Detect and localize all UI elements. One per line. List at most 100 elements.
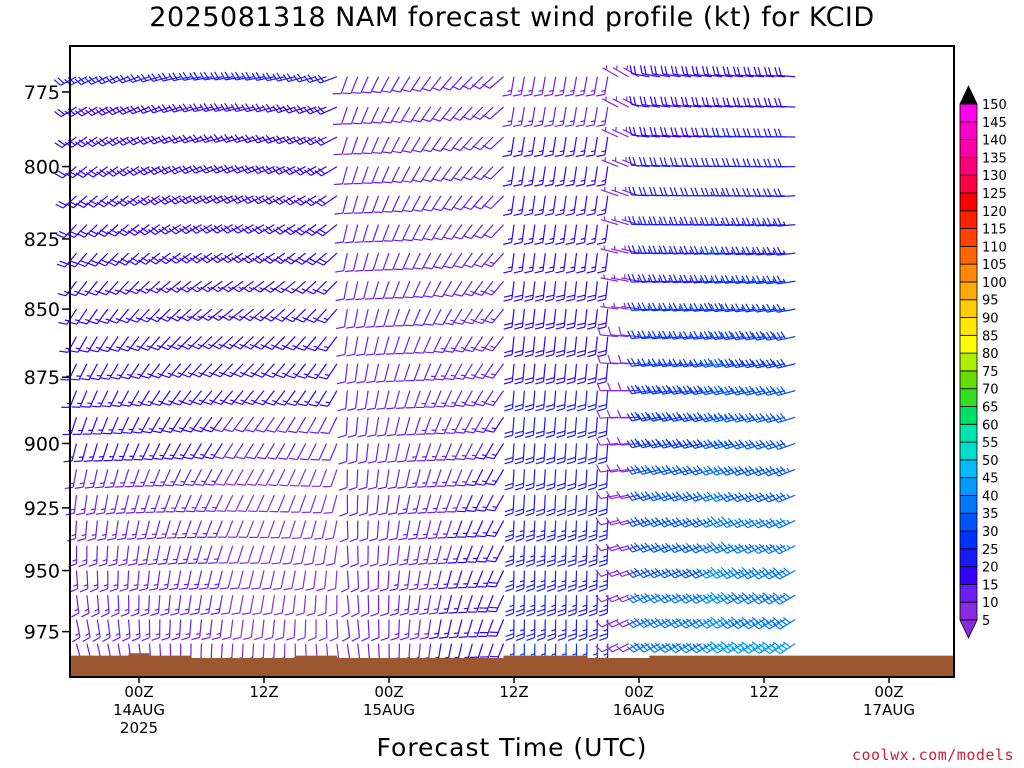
wind-barb-feather bbox=[443, 294, 453, 298]
wind-barb-feather bbox=[720, 520, 727, 528]
wind-barb-feather bbox=[515, 563, 524, 567]
wind-barb-feather bbox=[684, 127, 689, 137]
wind-barb-feather bbox=[504, 482, 514, 487]
wind-barb-shaft bbox=[621, 569, 640, 578]
wind-barb-shaft bbox=[430, 195, 442, 212]
wind-barb-feather bbox=[121, 636, 131, 642]
wind-barb-half-feather bbox=[540, 529, 545, 533]
wind-barb-half-feather bbox=[658, 220, 661, 225]
wind-barb-feather bbox=[482, 144, 491, 150]
wind-barb-feather bbox=[317, 347, 327, 352]
wind-barb-feather bbox=[744, 413, 752, 422]
wind-barb-feather bbox=[556, 349, 565, 354]
wind-barb-feather bbox=[89, 199, 98, 206]
wind-barb-feather bbox=[735, 275, 741, 284]
wind-barb-shaft bbox=[152, 469, 161, 487]
wind-barb-feather bbox=[657, 571, 665, 579]
wind-barb-feather bbox=[732, 127, 737, 137]
wind-barb-shaft bbox=[474, 469, 484, 486]
wind-barb-half-feather bbox=[603, 274, 606, 279]
wind-barb-shaft bbox=[445, 520, 453, 538]
credit-link[interactable]: coolwx.com/models bbox=[851, 746, 1014, 764]
wind-barb-feather bbox=[126, 107, 134, 115]
wind-barb-shaft bbox=[777, 105, 796, 108]
wind-barb-feather bbox=[546, 404, 555, 408]
wind-barb-feather bbox=[599, 636, 608, 641]
wind-barb-half-feather bbox=[772, 250, 776, 255]
wind-barb-feather bbox=[292, 537, 301, 540]
wind-barb-feather bbox=[368, 512, 377, 516]
wind-barb-feather bbox=[661, 412, 668, 421]
wind-barb-shaft bbox=[300, 520, 307, 538]
wind-barb-shaft bbox=[532, 309, 536, 328]
wind-barb-feather bbox=[414, 324, 424, 326]
wind-barb-feather bbox=[720, 494, 727, 502]
wind-barb-feather bbox=[416, 486, 426, 488]
wind-barb-feather bbox=[140, 105, 148, 113]
wind-barb-feather bbox=[597, 353, 607, 358]
wind-barb-feather bbox=[705, 97, 709, 106]
wind-barb-feather bbox=[139, 587, 148, 592]
wind-barb-shaft bbox=[704, 280, 723, 284]
wind-barb-feather bbox=[178, 104, 185, 113]
wind-barb-feather bbox=[693, 330, 699, 340]
wind-barb-shaft bbox=[297, 469, 307, 487]
wind-barb-shaft bbox=[424, 469, 432, 487]
wind-barb-half-feather bbox=[157, 372, 162, 376]
wind-barb-half-feather bbox=[85, 318, 90, 322]
wind-barb-shaft bbox=[433, 363, 442, 381]
wind-barb-shaft bbox=[191, 443, 203, 460]
wind-barb-shaft bbox=[198, 336, 213, 350]
wind-barb-shaft bbox=[410, 166, 421, 183]
wind-barb-shaft bbox=[554, 495, 557, 514]
wind-barb-feather bbox=[703, 544, 710, 552]
wind-barb-shaft bbox=[267, 520, 275, 538]
wind-barb-feather bbox=[190, 612, 199, 616]
wind-barb-feather bbox=[514, 294, 523, 298]
wind-barb-half-feather bbox=[559, 89, 564, 92]
wind-barb-shaft bbox=[310, 136, 327, 146]
wind-barb-shaft bbox=[446, 619, 453, 638]
wind-barb-feather bbox=[670, 65, 674, 75]
wind-barb-feather bbox=[585, 124, 595, 128]
wind-barb-feather bbox=[682, 466, 689, 475]
wind-barb-feather bbox=[637, 302, 643, 311]
wind-barb-feather bbox=[297, 227, 305, 234]
wind-barb-shaft bbox=[102, 469, 109, 488]
wind-barb-feather bbox=[452, 146, 461, 152]
wind-barb-feather bbox=[566, 434, 576, 439]
wind-barb-feather bbox=[776, 621, 784, 628]
wind-barb-feather bbox=[502, 183, 512, 187]
wind-barb-feather bbox=[772, 616, 781, 624]
wind-barb-feather bbox=[647, 386, 654, 395]
wind-barb-shaft bbox=[543, 469, 546, 488]
colorbar-label: 25 bbox=[982, 543, 999, 558]
wind-barb-feather bbox=[150, 612, 159, 617]
wind-barb-shaft bbox=[248, 252, 265, 264]
wind-barb-feather bbox=[466, 483, 475, 487]
wind-barb-feather bbox=[556, 512, 566, 517]
wind-barb-feather bbox=[132, 431, 142, 434]
wind-barb-feather bbox=[293, 199, 302, 206]
wind-barb-feather bbox=[402, 150, 412, 153]
wind-barb-feather bbox=[648, 274, 653, 283]
wind-barb-shaft bbox=[452, 308, 463, 325]
wind-barb-feather bbox=[751, 304, 758, 313]
wind-barb-feather bbox=[577, 512, 587, 517]
wind-barb-shaft bbox=[156, 280, 171, 294]
wind-barb-shaft bbox=[321, 195, 338, 207]
wind-barb-half-feather bbox=[699, 306, 703, 311]
wind-barb-feather bbox=[471, 84, 481, 90]
wind-barb-feather bbox=[161, 104, 168, 112]
wind-barb-shaft bbox=[522, 469, 526, 488]
wind-barb-feather bbox=[74, 486, 84, 489]
wind-barb-feather bbox=[151, 226, 159, 233]
wind-barb-feather bbox=[672, 302, 678, 311]
wind-barb-feather bbox=[456, 484, 465, 487]
wind-barb-feather bbox=[261, 136, 269, 144]
wind-barb-feather bbox=[209, 587, 218, 590]
wind-barb-shaft bbox=[541, 136, 546, 155]
wind-barb-half-feather bbox=[481, 427, 486, 430]
wind-barb-feather bbox=[772, 547, 780, 555]
wind-barb-half-feather bbox=[647, 220, 651, 225]
